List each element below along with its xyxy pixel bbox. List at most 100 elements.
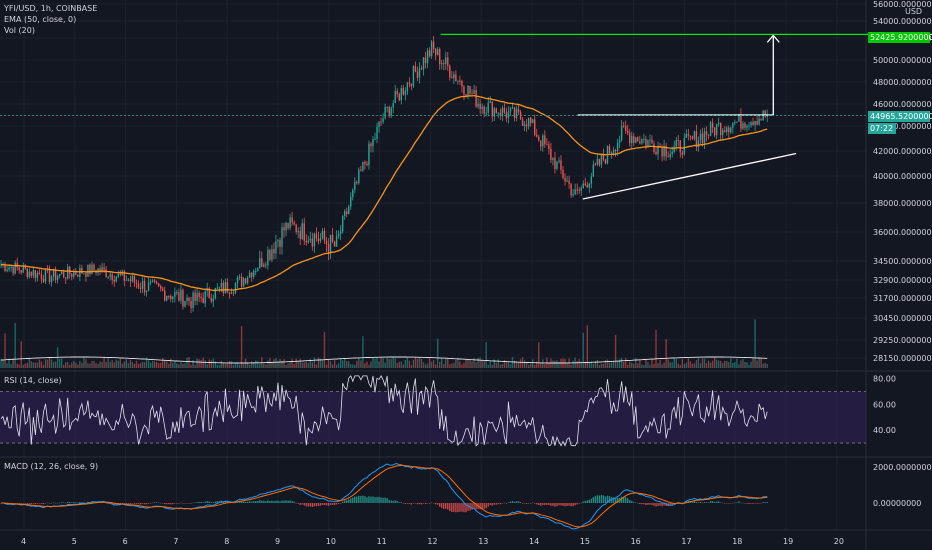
candle-body (127, 279, 130, 281)
macd-histogram-bar (267, 500, 269, 503)
volume-bar (639, 360, 641, 368)
volume-bar (192, 360, 194, 368)
macd-histogram-bar (457, 503, 459, 513)
candle-body (113, 279, 115, 282)
volume-bar (610, 362, 613, 368)
volume-bar (487, 364, 489, 368)
candle-body (178, 292, 180, 301)
price-tick-label: 34500.00000000 (873, 257, 932, 266)
volume-bar (356, 360, 358, 368)
volume-bar (412, 359, 415, 368)
macd-histogram-bar (79, 501, 81, 503)
candle-body (491, 101, 493, 117)
volume-bar (673, 357, 675, 368)
volume-bar (166, 361, 168, 368)
last-price-tag: 44965.52000000 (868, 111, 932, 122)
candle-body (279, 239, 281, 247)
candle-body (317, 238, 320, 242)
volume-bar (232, 364, 235, 368)
macd-histogram-bar (465, 503, 467, 513)
macd-histogram-bar (346, 500, 348, 503)
price-tick-label: 44000.00000000 (873, 122, 932, 131)
candle-body (129, 279, 132, 282)
candle-body (105, 269, 107, 278)
macd-histogram-bar (645, 503, 647, 505)
macd-histogram-bar (627, 498, 629, 503)
candle-body (653, 143, 655, 152)
volume-bar (600, 363, 603, 368)
macd-histogram-bar (350, 498, 352, 503)
macd-histogram-bar (129, 503, 132, 504)
candle-body (370, 143, 372, 147)
volume-bar (618, 359, 621, 368)
volume-bar (24, 363, 26, 368)
volume-bar (279, 358, 281, 368)
volume-bar (436, 338, 439, 368)
candle-body (746, 125, 748, 128)
macd-histogram-bar (722, 502, 724, 504)
macd-histogram-bar (81, 502, 83, 503)
candle-body (744, 123, 746, 128)
volume-bar (85, 359, 87, 368)
macd-histogram-bar (356, 496, 358, 503)
price-tick-label: 54000.00000000 (873, 17, 932, 26)
macd-histogram-bar (445, 503, 447, 509)
macd-histogram-bar (525, 503, 528, 504)
volume-bar (54, 361, 57, 368)
volume-bar (210, 360, 212, 368)
macd-histogram-bar (588, 499, 591, 503)
volume-bar (653, 363, 655, 368)
macd-histogram-bar (438, 503, 441, 507)
rsi-tick-label: 40.00 (873, 426, 896, 435)
candle-body (42, 279, 45, 282)
target-arrow-head (766, 34, 780, 43)
time-tick-label: 15 (580, 537, 590, 546)
macd-histogram-bar (430, 502, 433, 504)
volume-bar (643, 364, 645, 368)
macd-histogram-bar (410, 503, 413, 505)
macd-histogram-bar (75, 502, 77, 503)
volume-bar (404, 359, 407, 368)
candle-body (188, 297, 190, 302)
candle-body (234, 282, 237, 293)
candle-body (455, 74, 457, 82)
macd-histogram-bar (697, 502, 700, 503)
volume-bar (422, 362, 425, 368)
macd-histogram-bar (123, 503, 126, 504)
volume-bar (544, 364, 546, 368)
macd-histogram-bar (728, 503, 730, 504)
candle-body (396, 90, 398, 95)
volume-bar (222, 363, 225, 368)
rsi-line (0, 375, 768, 447)
candle-body (79, 268, 81, 277)
macd-histogram-bar (372, 496, 374, 503)
volume-bar (675, 359, 677, 368)
volume-bar (392, 357, 394, 368)
volume-bar (766, 363, 768, 368)
macd-histogram-bar (18, 503, 20, 504)
macd-histogram-bar (459, 503, 461, 512)
macd-histogram-bar (637, 503, 639, 504)
volume-bar (335, 364, 338, 368)
macd-histogram-bar (131, 503, 134, 504)
volume-bar (299, 358, 301, 368)
volume-bar (754, 319, 756, 368)
macd-histogram-bar (151, 502, 154, 504)
volume-bar (703, 358, 706, 368)
candle-body (67, 266, 69, 279)
volume-bar (319, 358, 322, 368)
candle-body (202, 298, 204, 304)
time-tick-label: 17 (681, 537, 691, 546)
volume-bar (598, 364, 601, 368)
volume-bar (657, 363, 659, 368)
candle-body (319, 238, 322, 242)
price-tick-label: 38000.00000000 (873, 199, 932, 208)
volume-bar (711, 360, 714, 368)
candle-body (176, 292, 178, 294)
candle-body (216, 287, 219, 289)
candle-body (495, 108, 498, 114)
candle-body (651, 139, 653, 144)
volume-bar (679, 364, 681, 368)
candle-body (343, 211, 346, 216)
candle-body (10, 266, 12, 268)
